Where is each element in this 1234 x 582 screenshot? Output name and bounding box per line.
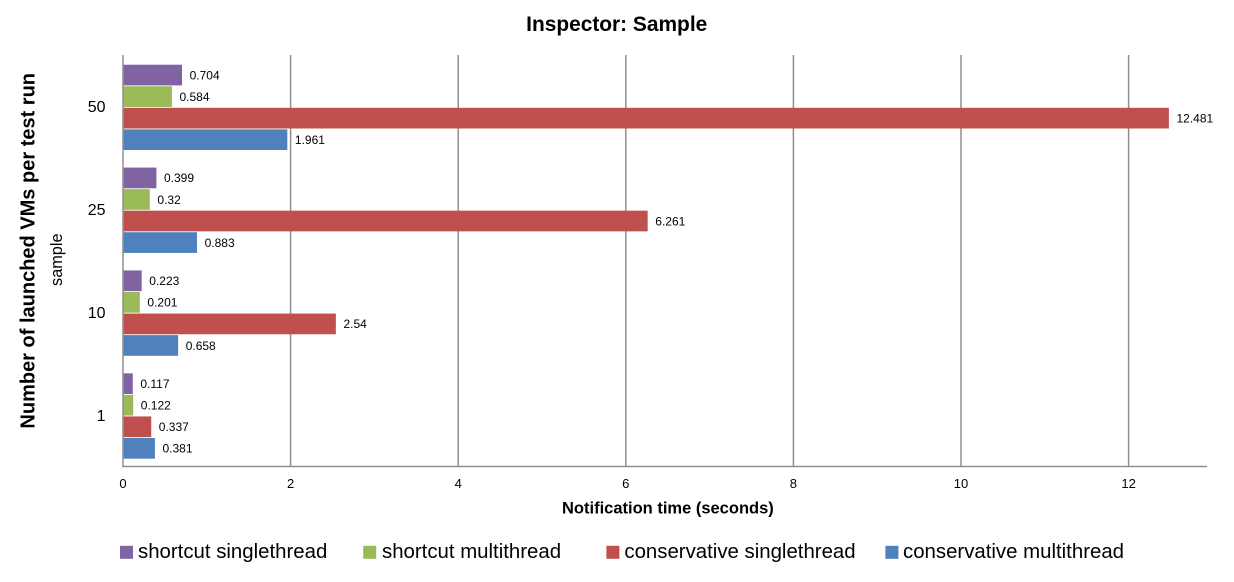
svg-text:0.32: 0.32 bbox=[157, 193, 181, 207]
svg-text:0.337: 0.337 bbox=[159, 420, 189, 434]
svg-text:Notification time (seconds): Notification time (seconds) bbox=[562, 500, 774, 518]
svg-text:12.481: 12.481 bbox=[1177, 112, 1214, 126]
svg-text:4: 4 bbox=[455, 476, 462, 491]
svg-text:0.381: 0.381 bbox=[163, 442, 193, 456]
svg-text:sample: sample bbox=[48, 233, 66, 286]
svg-text:25: 25 bbox=[88, 202, 106, 219]
svg-text:conservative singlethread: conservative singlethread bbox=[624, 541, 855, 563]
svg-text:0.883: 0.883 bbox=[205, 236, 235, 250]
svg-text:8: 8 bbox=[790, 476, 797, 491]
svg-text:1.961: 1.961 bbox=[295, 133, 325, 147]
svg-text:0.399: 0.399 bbox=[164, 171, 194, 185]
svg-text:12: 12 bbox=[1121, 476, 1135, 491]
svg-text:10: 10 bbox=[954, 476, 968, 491]
svg-text:Number of launched VMs per tes: Number of launched VMs per test run bbox=[17, 73, 39, 429]
svg-text:0.201: 0.201 bbox=[147, 296, 177, 310]
svg-text:shortcut singlethread: shortcut singlethread bbox=[138, 541, 327, 563]
svg-text:10: 10 bbox=[88, 305, 106, 322]
svg-text:0.223: 0.223 bbox=[149, 274, 179, 288]
svg-text:50: 50 bbox=[88, 99, 106, 116]
svg-text:0.117: 0.117 bbox=[140, 377, 169, 391]
svg-text:6: 6 bbox=[622, 476, 629, 491]
svg-text:2.54: 2.54 bbox=[344, 317, 368, 331]
svg-text:Inspector: Sample: Inspector: Sample bbox=[526, 13, 707, 36]
svg-text:0.584: 0.584 bbox=[180, 90, 210, 104]
svg-text:conservative multithread: conservative multithread bbox=[903, 541, 1124, 563]
svg-text:0.122: 0.122 bbox=[141, 399, 171, 413]
svg-text:0.704: 0.704 bbox=[190, 68, 220, 82]
svg-text:shortcut multithread: shortcut multithread bbox=[382, 541, 561, 563]
svg-text:2: 2 bbox=[287, 476, 294, 491]
svg-text:0: 0 bbox=[119, 476, 126, 491]
svg-text:6.261: 6.261 bbox=[655, 214, 685, 228]
svg-text:1: 1 bbox=[97, 408, 106, 425]
svg-text:0.658: 0.658 bbox=[186, 339, 216, 353]
